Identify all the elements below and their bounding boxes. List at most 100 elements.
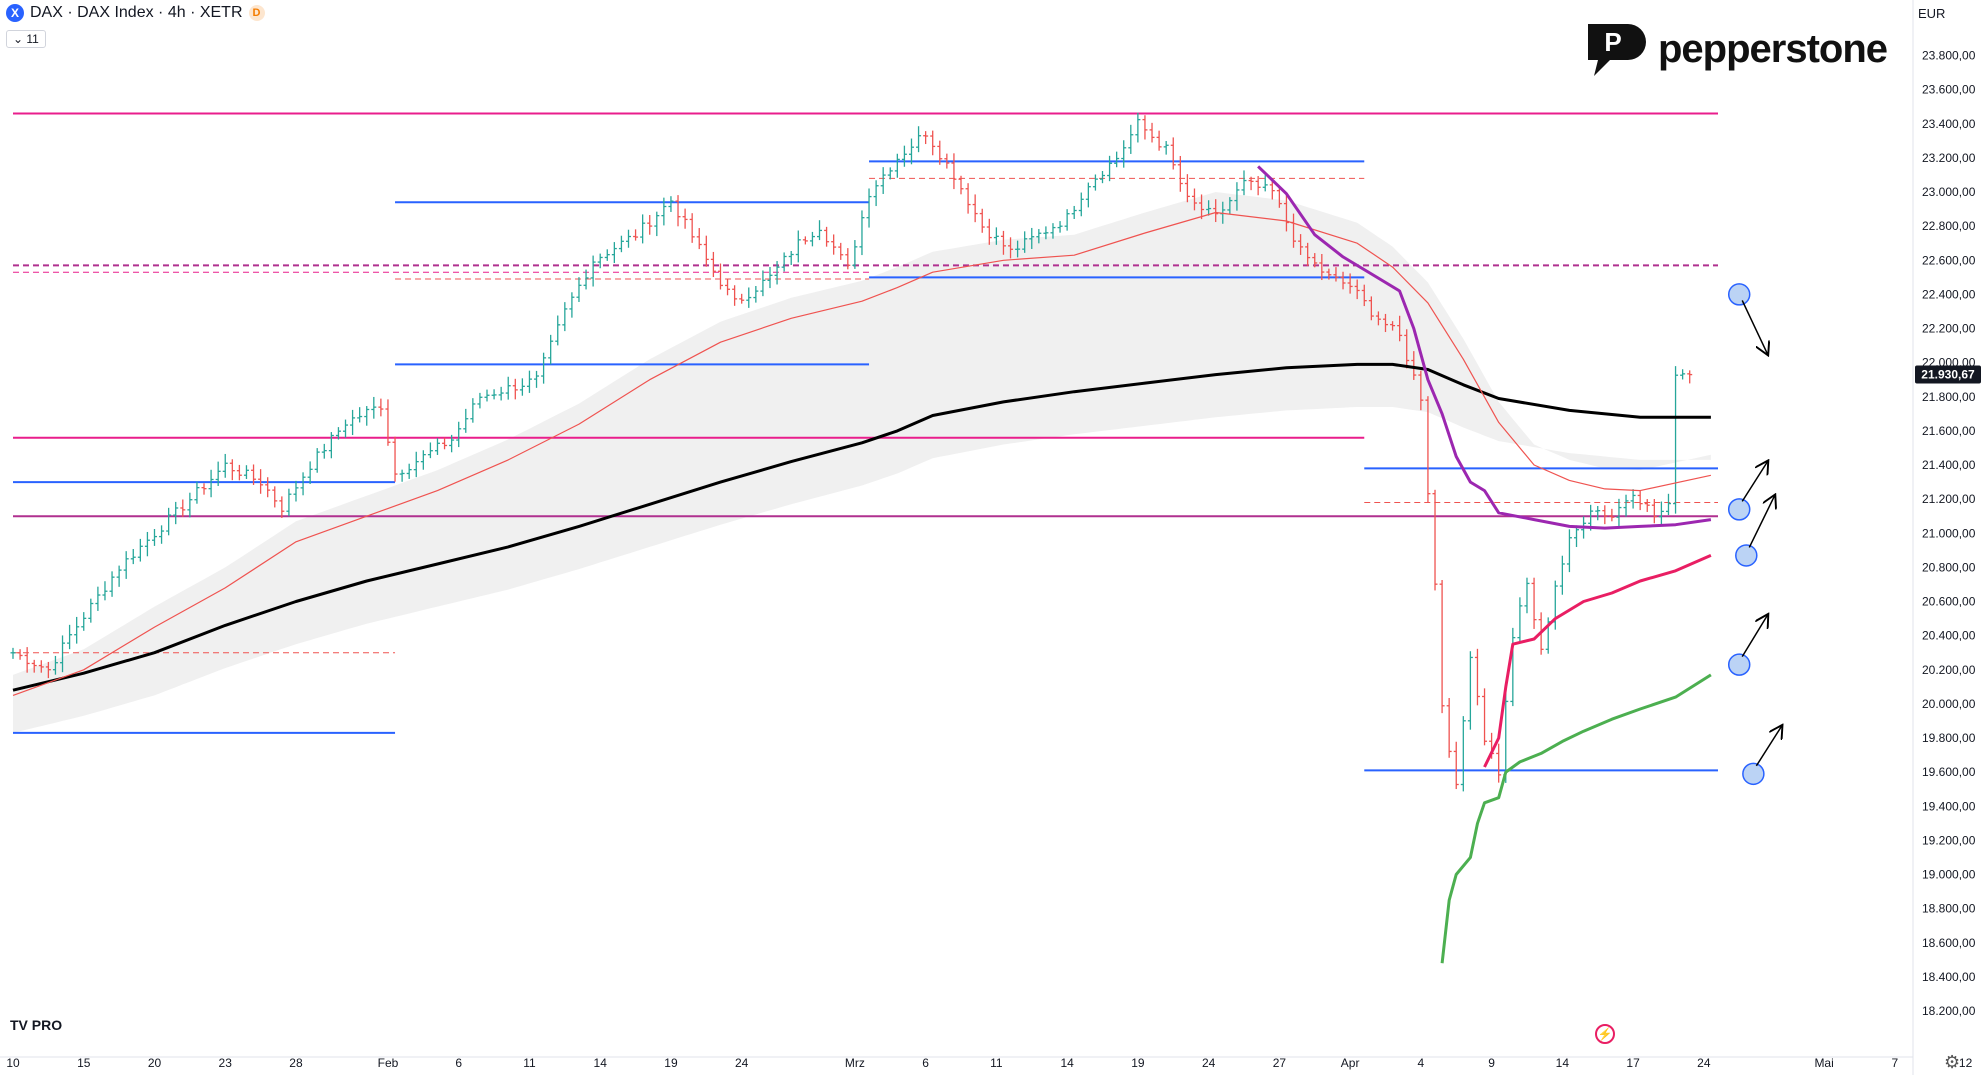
- ohlc-bar: [1283, 194, 1289, 232]
- y-tick-label: 22.200,00: [1922, 322, 1976, 336]
- y-tick-label: 21.400,00: [1922, 458, 1976, 472]
- y-tick-label: 23.600,00: [1922, 83, 1976, 97]
- ohlc-bar: [215, 461, 221, 486]
- ohlc-bar: [1241, 170, 1247, 196]
- ohlc-bar: [1276, 186, 1282, 208]
- ohlc-bar: [746, 287, 752, 308]
- ohlc-bar: [703, 235, 709, 267]
- ohlc-bar: [470, 398, 476, 423]
- ohlc-bar: [1609, 508, 1615, 522]
- x-tick-label: 20: [148, 1056, 162, 1070]
- ohlc-bar: [307, 461, 313, 484]
- ohlc-bar: [562, 302, 568, 332]
- gear-icon[interactable]: ⚙: [1944, 1052, 1961, 1072]
- ohlc-bar: [392, 436, 398, 482]
- ohlc-bar: [1637, 490, 1643, 511]
- ohlc-bar: [1333, 267, 1339, 282]
- price-bars: [10, 112, 1693, 792]
- ohlc-bar: [1482, 688, 1488, 746]
- ohlc-bar: [243, 465, 249, 479]
- ohlc-bar: [1156, 130, 1162, 151]
- bolt-icon[interactable]: ⚡: [1595, 1024, 1615, 1044]
- x-tick-label: Apr: [1341, 1056, 1360, 1070]
- ohlc-bar: [1000, 230, 1006, 255]
- ohlc-bar: [1121, 140, 1127, 168]
- ohlc-bar: [1085, 182, 1091, 208]
- ohlc-bar: [67, 624, 73, 650]
- ohlc-bar: [251, 464, 257, 486]
- ohlc-bar: [1057, 221, 1063, 233]
- x-tick-label: 15: [77, 1056, 91, 1070]
- ohlc-bar: [1191, 188, 1197, 211]
- x-tick-label: 24: [1202, 1056, 1216, 1070]
- ohlc-bar: [696, 228, 702, 250]
- horizontal-levels: [13, 112, 1718, 772]
- ohlc-bar: [1425, 396, 1431, 503]
- ohlc-bar: [710, 251, 716, 278]
- ohlc-bar: [887, 167, 893, 180]
- band-layer: [13, 192, 1711, 733]
- x-tick-label: 11: [990, 1056, 1003, 1070]
- ohlc-bar: [880, 167, 886, 194]
- ohlc-bar: [180, 499, 186, 517]
- ohlc-bar: [1107, 155, 1113, 182]
- ohlc-bar: [1623, 494, 1629, 517]
- ohlc-bar: [357, 407, 363, 423]
- ohlc-bar: [498, 386, 504, 401]
- ohlc-bar: [1064, 209, 1070, 231]
- ohlc-bar: [24, 647, 30, 673]
- dax-symbol-icon: X: [6, 4, 24, 22]
- ohlc-bar: [427, 442, 433, 459]
- symbol-header[interactable]: X DAX · DAX Index · 4h · XETR D: [6, 4, 265, 22]
- y-tick-label: 21.000,00: [1922, 526, 1976, 540]
- delay-badge: D: [248, 5, 265, 21]
- ohlc-bar: [1439, 579, 1445, 714]
- ohlc-bar: [817, 220, 823, 241]
- x-tick-label: 17: [1626, 1056, 1640, 1070]
- ohlc-bar: [314, 448, 320, 473]
- currency-selector[interactable]: EUR: [1918, 6, 1946, 21]
- ohlc-bar: [675, 195, 681, 227]
- indicator-lines: [12, 165, 1712, 964]
- ohlc-bar: [222, 453, 228, 478]
- ohlc-bar: [1170, 137, 1176, 170]
- ohlc-bar: [993, 227, 999, 245]
- ohlc-bar: [151, 529, 157, 546]
- ohlc-bar: [1149, 122, 1155, 143]
- ohlc-bar: [682, 208, 688, 229]
- x-tick-label: 27: [1273, 1056, 1287, 1070]
- ohlc-bar: [845, 248, 851, 270]
- ohlc-bar: [442, 437, 448, 450]
- y-tick-label: 20.000,00: [1922, 697, 1976, 711]
- ohlc-bar: [1680, 369, 1686, 380]
- ohlc-bar: [986, 218, 992, 245]
- crimson-line: [1483, 554, 1712, 768]
- ohlc-bar: [1665, 493, 1671, 516]
- ema-band: [13, 192, 1711, 733]
- ohlc-bar: [88, 598, 94, 623]
- ohlc-bar: [930, 130, 936, 156]
- indicator-toggle-button[interactable]: ⌄ 11: [6, 30, 46, 48]
- x-tick-label: 24: [735, 1056, 749, 1070]
- ohlc-bar: [187, 492, 193, 518]
- ohlc-bar: [1100, 171, 1106, 184]
- ohlc-bar: [350, 409, 356, 436]
- ohlc-bar: [1510, 627, 1516, 707]
- ohlc-bar: [1390, 321, 1396, 331]
- ohlc-bar: [795, 230, 801, 263]
- ohlc-bar: [1128, 124, 1134, 154]
- ohlc-bar: [1602, 505, 1608, 525]
- x-tick-label: 14: [1060, 1056, 1074, 1070]
- last-price-box: [1915, 365, 1981, 384]
- chart-title[interactable]: DAX · DAX Index · 4h · XETR: [30, 4, 243, 21]
- ohlc-bar: [951, 153, 957, 190]
- ohlc-bar: [38, 660, 44, 673]
- ohlc-bar: [689, 213, 695, 243]
- ohlc-bar: [654, 211, 660, 237]
- ohlc-bar: [1022, 231, 1028, 253]
- ohlc-bar: [166, 507, 172, 536]
- ohlc-bar: [1248, 176, 1254, 191]
- ohlc-bar: [1234, 182, 1240, 211]
- ohlc-bar: [265, 477, 271, 498]
